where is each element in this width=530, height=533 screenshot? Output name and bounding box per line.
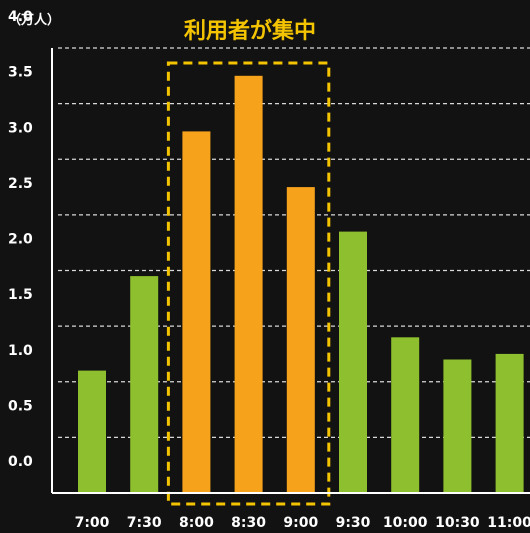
highlight-box-group bbox=[166, 61, 331, 506]
bar bbox=[234, 75, 263, 494]
bar bbox=[286, 187, 315, 493]
y-tick-label: 2.0 bbox=[8, 232, 33, 248]
bar bbox=[182, 131, 211, 493]
y-tick-label: 0.5 bbox=[8, 398, 33, 414]
x-tick-label: 9:00 bbox=[283, 515, 318, 531]
bar bbox=[391, 337, 420, 494]
y-tick-label: 0.0 bbox=[8, 454, 33, 470]
bar bbox=[78, 370, 106, 493]
y-tick-label: 1.5 bbox=[8, 287, 33, 303]
y-unit-label: （万人） bbox=[8, 12, 60, 28]
axes bbox=[51, 48, 530, 494]
annotation-label: 利用者が集中 bbox=[184, 18, 316, 44]
x-tick-label: 8:00 bbox=[179, 515, 214, 531]
x-tick-label: 7:00 bbox=[75, 515, 110, 531]
y-axis-ticks: 0.0 0.5 1.0 1.5 2.0 2.5 3.0 3.5 4.0 bbox=[8, 9, 33, 470]
y-tick-label: 3.0 bbox=[8, 120, 33, 136]
x-tick-label: 10:30 bbox=[435, 515, 480, 531]
x-tick-label: 11:00 bbox=[487, 515, 530, 531]
bar bbox=[443, 359, 472, 493]
x-tick-label: 7:30 bbox=[127, 515, 162, 531]
y-tick-label: 2.5 bbox=[8, 176, 33, 192]
y-tick-label: 3.5 bbox=[8, 65, 33, 81]
bar bbox=[339, 231, 367, 493]
bars bbox=[78, 75, 524, 494]
highlight-box bbox=[166, 61, 331, 506]
x-axis-ticks: 7:00 7:30 8:00 8:30 9:00 9:30 10:00 10:30 11:00 bbox=[75, 515, 530, 531]
bar bbox=[130, 276, 159, 493]
y-tick-label: 1.0 bbox=[8, 343, 33, 359]
y-tick-label: 4.0 bbox=[8, 9, 33, 25]
x-tick-label: 8:30 bbox=[231, 515, 266, 531]
x-tick-label: 9:30 bbox=[336, 515, 371, 531]
bar bbox=[495, 353, 524, 493]
x-tick-label: 10:00 bbox=[383, 515, 428, 531]
